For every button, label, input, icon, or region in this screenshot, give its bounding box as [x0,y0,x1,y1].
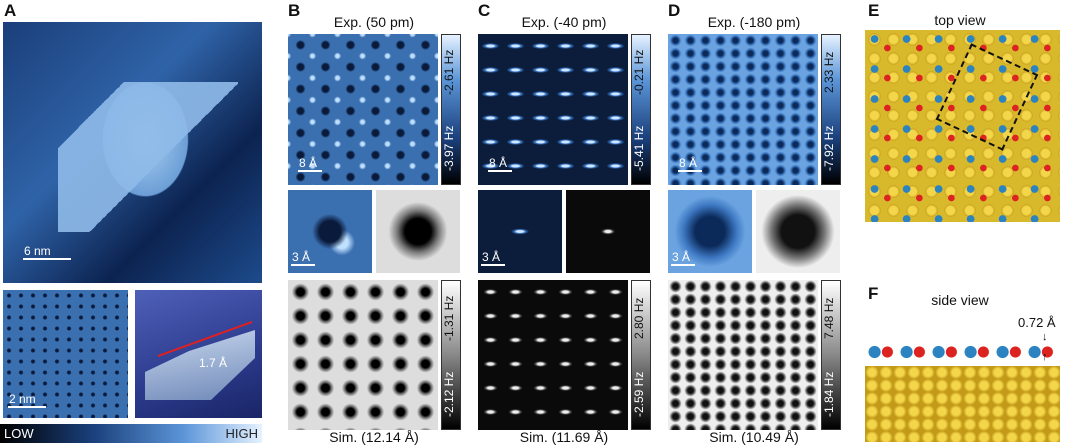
exp-colorbar-max: -2.61 Hz [442,49,456,95]
sim-title-d: Sim. (10.49 Å) [709,429,799,445]
sim-zoom-b [376,190,460,273]
exp-colorbar-c: -0.21 Hz -5.41 Hz [631,34,651,185]
exp-image-c: 8 Å [478,34,628,185]
top-view-title: top view [934,12,986,28]
exp-title-c: Exp. (-40 pm) [521,14,607,30]
scale-bar-2nm: 2 nm [8,392,46,408]
exp-colorbar-max: -0.21 Hz [632,49,646,95]
scale-bar-3a: 3 Å [291,250,315,266]
exp-image-b: 8 Å [288,34,438,185]
side-view-title: side view [931,292,989,308]
exp-colorbar-min: -5.41 Hz [632,125,646,171]
sim-colorbar-min: -2.59 Hz [632,371,646,417]
exp-zoom-b: 3 Å [288,190,372,273]
colorbar-low-high: LOW HIGH [0,424,262,443]
molecule-layer [865,338,1060,366]
sim-image-c [478,280,628,430]
offset-arrows: ↓ ↑ [1042,331,1048,363]
stm-overview-image: 6 nm [3,22,262,283]
sim-colorbar-min: -1.84 Hz [822,371,836,417]
panel-label-d: D [668,1,681,20]
top-view-model [865,30,1060,222]
sim-title-b: Sim. (12.14 Å) [329,429,419,445]
exp-title-b: Exp. (50 pm) [333,14,415,30]
substrate [865,366,1060,442]
scale-bar-8a: 8 Å [298,156,322,172]
sim-zoom-c [566,190,650,273]
panel-label-e: E [868,1,880,20]
sim-zoom-d [756,190,840,273]
exp-zoom-d: 3 Å [668,190,752,273]
island [58,82,238,232]
sim-image-d [668,280,818,430]
sim-colorbar-max: 2.80 Hz [632,297,646,339]
scale-bar-3a: 3 Å [481,250,505,266]
scale-bar-3a: 3 Å [671,250,695,266]
exp-colorbar-d: 2.33 Hz -7.92 Hz [821,34,841,185]
exp-zoom-c: 3 Å [478,190,562,273]
scale-bar-8a: 8 Å [488,156,512,172]
scale-bar-8a: 8 Å [678,156,702,172]
exp-image-d: 8 Å [668,34,818,185]
colorbar-low: LOW [4,426,34,441]
sim-title-c: Sim. (11.69 Å) [519,429,609,445]
panel-label-b: B [288,1,301,20]
unit-cell-outline [935,43,1039,151]
sim-colorbar-min: -2.12 Hz [442,371,456,417]
stm-3d-profile: 1.7 Å [135,290,262,418]
exp-colorbar-max: 2.33 Hz [822,51,836,93]
scale-bar-6nm: 6 nm [23,244,71,260]
exp-colorbar-min: -7.92 Hz [822,125,836,171]
panel-label-c: C [478,1,491,20]
sim-colorbar-c: 2.80 Hz -2.59 Hz [631,280,651,430]
stm-zoom-image: 2 nm [3,290,128,418]
exp-colorbar-min: -3.97 Hz [442,125,456,171]
offset-label: 0.72 Å [1018,315,1056,330]
sim-colorbar-b: -1.31 Hz -2.12 Hz [441,280,461,430]
sim-colorbar-max: -1.31 Hz [442,295,456,341]
sim-colorbar-max: 7.48 Hz [822,297,836,339]
colorbar-high: HIGH [225,426,259,441]
sim-image-b [288,280,438,430]
height-label: 1.7 Å [199,356,228,370]
panel-label-a: A [4,1,17,20]
exp-title-d: Exp. (-180 pm) [707,14,801,30]
exp-colorbar-b: -2.61 Hz -3.97 Hz [441,34,461,185]
panel-label-f: F [868,284,879,303]
sim-colorbar-d: 7.48 Hz -1.84 Hz [821,280,841,430]
